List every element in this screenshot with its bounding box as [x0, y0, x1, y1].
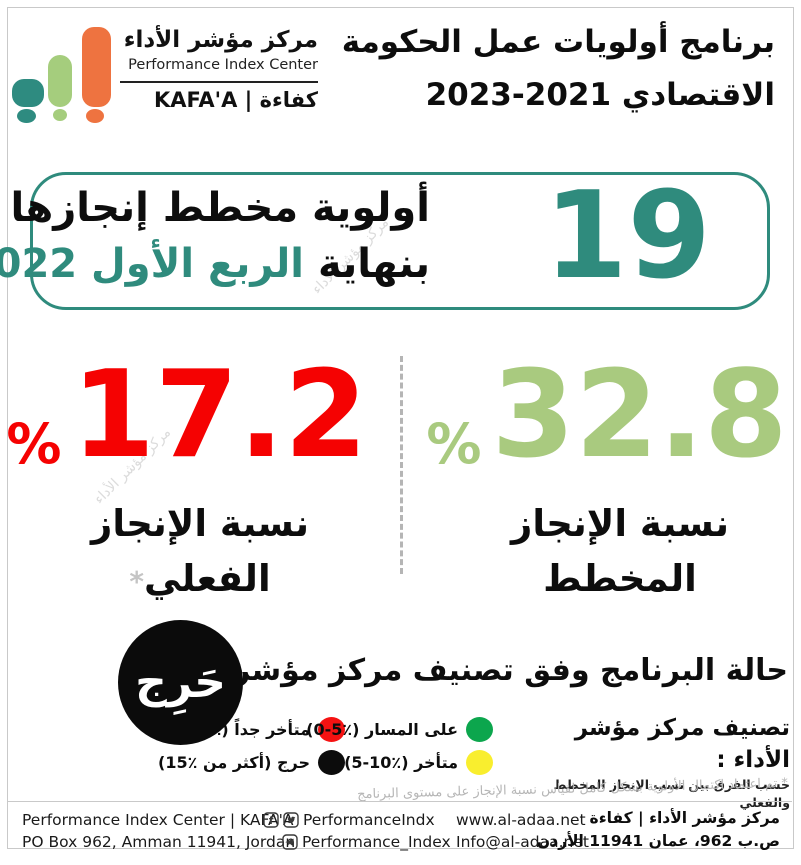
actual-label-word: الفعلي	[144, 557, 271, 600]
priority-description-line1: أولوية مخطط إنجازها	[10, 185, 430, 231]
legend-subtitle: حسب الفرق بين نسب الإنجاز المخطط والفعلي	[553, 777, 790, 810]
footer-website: www.al-adaa.net	[456, 811, 586, 829]
page-title: برنامج أولويات عمل الحكومة الاقتصادي 202…	[335, 16, 775, 122]
brand-lockup: مركز مؤشر الأداء Performance Index Cente…	[120, 26, 318, 113]
footer-en-line2: PO Box 962, Amman 11941, Jordan	[22, 833, 296, 851]
legend-title-block: تصنيف مركز مؤشر الأداء : حسب الفرق بين ن…	[540, 712, 790, 812]
twitter-icon	[283, 812, 299, 828]
legend-label: متأخر (٪10-5)	[344, 753, 458, 772]
footer-address-english: Performance Index Center | KAFA'A PO Box…	[22, 809, 295, 853]
logo-divider	[120, 81, 318, 83]
black-status-dot	[318, 750, 345, 775]
page-title-line2: الاقتصادي 2021-2023	[425, 77, 775, 113]
planned-progress-value: % 32.8	[426, 352, 787, 480]
footer-ar-line1: مركز مؤشر الأداء | كفاءة	[589, 809, 780, 827]
legend-item-delayed: متأخر (٪10-5)	[344, 750, 493, 775]
planned-percent-sign: %	[426, 412, 482, 476]
green-status-dot	[466, 717, 493, 742]
legend-label: على المسار (٪5-0)	[306, 720, 458, 739]
brand-kafaa: KAFA'A | كفاءة	[153, 88, 318, 112]
logo-dot-green	[53, 109, 67, 121]
social-handle-2: Performance_Index	[302, 833, 451, 851]
logo-bar-orange	[82, 27, 111, 107]
red-status-dot	[318, 717, 345, 742]
priority-count: 19	[544, 167, 711, 306]
logo-dot-teal	[17, 109, 36, 123]
social-row-2: Performance_Index	[282, 831, 451, 853]
logo-dot-orange	[86, 109, 104, 123]
status-badge: حَرِج	[118, 620, 243, 745]
actual-value: 17.2	[71, 346, 368, 485]
legend-column-middle: على المسار (٪5-0) متأخر (٪10-5)	[306, 717, 493, 775]
planned-value: 32.8	[491, 346, 788, 485]
telegram-icon	[282, 834, 298, 850]
actual-progress-value: % 17.2	[6, 352, 367, 480]
priority-description-line2: بنهاية الربع الأول 2022	[0, 236, 430, 292]
social-handle-1: PerformanceIndx	[303, 811, 435, 829]
footer-ar-line2: ص.ب 962، عمان 11941 الأردن	[536, 832, 780, 850]
status-heading: حالة البرنامج وفق تصنيف مركز مؤشر الأداء…	[136, 653, 788, 688]
actual-progress-label: نسبة الإنجاز الفعلي*	[30, 496, 370, 609]
footer-address-arabic: مركز مؤشر الأداء | كفاءة ص.ب 962، عمان 1…	[537, 807, 780, 853]
priority-summary-box	[30, 172, 770, 310]
planned-label-line2: المخطط	[543, 557, 697, 600]
priority-description: أولوية مخطط إنجازها بنهاية الربع الأول 2…	[0, 180, 430, 292]
priority-deadline-quarter: الربع الأول 2022	[0, 241, 304, 287]
footer-social: f PerformanceIndx Performance_Index	[263, 809, 451, 853]
page-border	[7, 7, 794, 849]
vertical-dashed-divider	[400, 356, 403, 574]
yellow-status-dot	[466, 750, 493, 775]
legend-title: تصنيف مركز مؤشر الأداء :	[574, 715, 790, 773]
legend-label: حرج (أكثر من ٪15)	[158, 753, 310, 772]
footer: Performance Index Center | KAFA'A PO Box…	[8, 801, 792, 851]
actual-percent-sign: %	[6, 412, 62, 476]
footnote-marker: *	[129, 565, 144, 598]
actual-label-line1: نسبة الإنجاز	[91, 502, 309, 545]
social-row-1: f PerformanceIndx	[263, 809, 451, 831]
footer-web-contacts: www.al-adaa.net Info@al-adaa.net	[456, 809, 589, 853]
planned-progress-label: نسبة الإنجاز المخطط	[450, 496, 790, 606]
planned-label-line1: نسبة الإنجاز	[511, 502, 729, 545]
logo-bar-green	[48, 55, 72, 107]
priority-deadline-prefix: بنهاية	[317, 241, 430, 287]
actual-label-line2: الفعلي*	[30, 551, 370, 609]
footer-email: Info@al-adaa.net	[456, 833, 589, 851]
legend-item-on-track: على المسار (٪5-0)	[306, 717, 493, 742]
page-title-line1: برنامج أولويات عمل الحكومة	[341, 24, 775, 60]
brand-logo-icon	[12, 27, 112, 123]
footer-en-line1: Performance Index Center | KAFA'A	[22, 811, 294, 829]
facebook-icon: f	[263, 812, 279, 828]
legend-item-critical: حرج (أكثر من ٪15)	[158, 750, 345, 775]
brand-name-arabic: مركز مؤشر الأداء	[123, 27, 318, 53]
logo-bar-teal	[12, 79, 44, 107]
brand-name-english: Performance Index Center	[128, 57, 318, 73]
svg-text:f: f	[269, 815, 274, 827]
